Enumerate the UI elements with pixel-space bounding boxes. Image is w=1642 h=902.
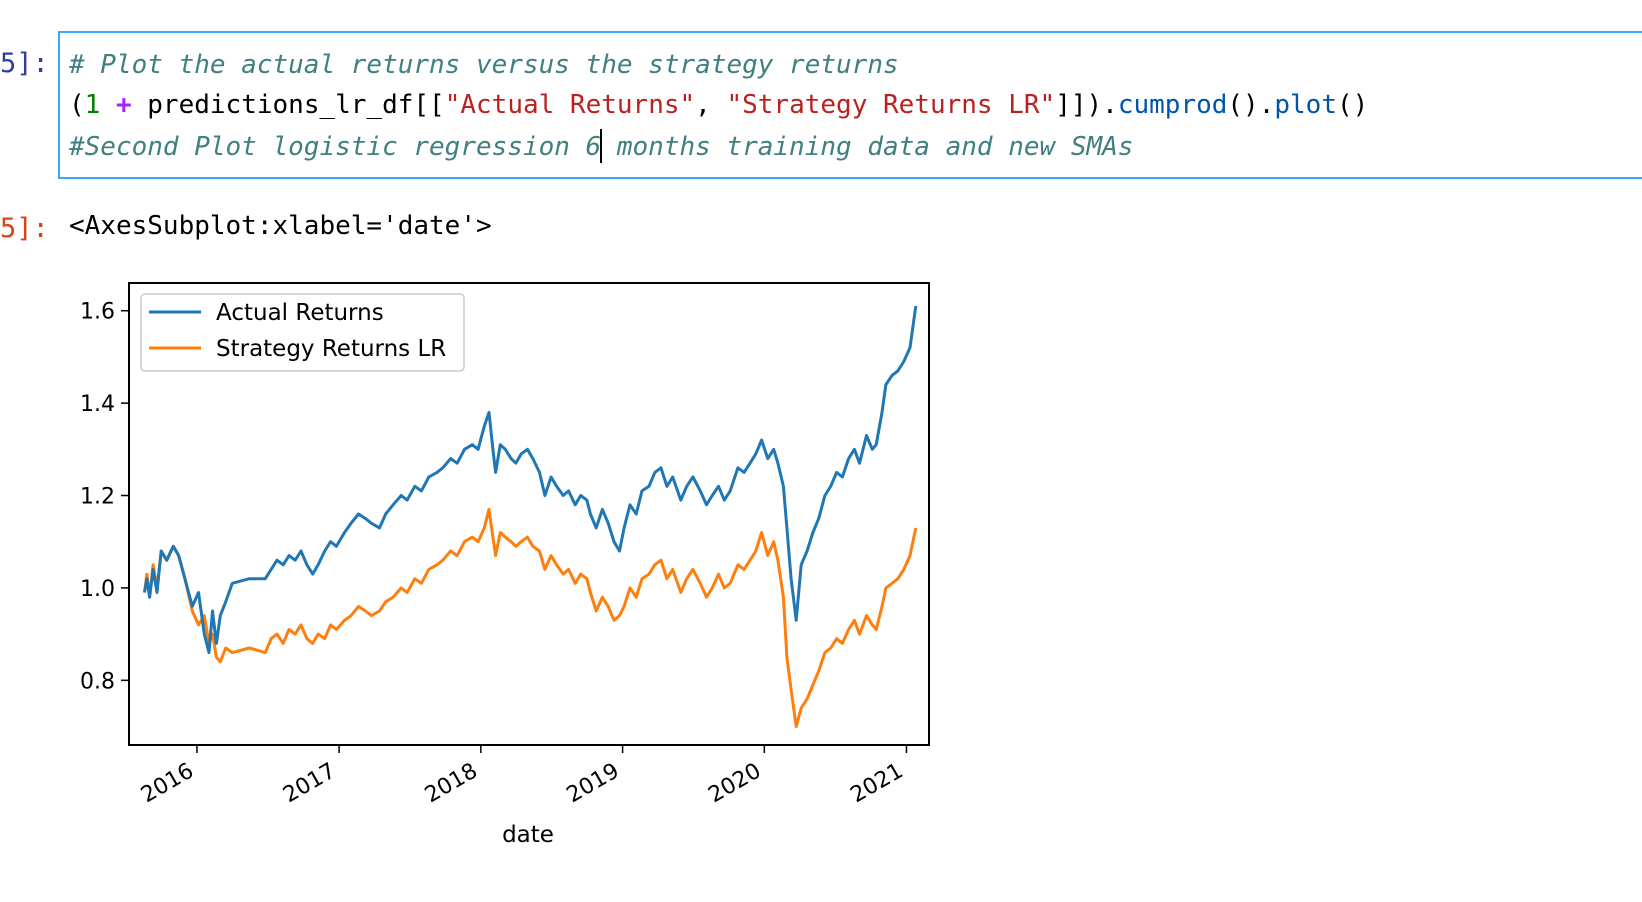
- x-tick-label: 2017: [279, 759, 340, 809]
- legend-box: [140, 293, 465, 372]
- code-line-2: (1 + predictions_lr_df[["Actual Returns"…: [69, 89, 1368, 121]
- x-tick-label: 2016: [137, 759, 198, 809]
- x-axis-label: date: [502, 822, 554, 848]
- code-function-plot: plot: [1274, 90, 1337, 120]
- code-call-dot: ().: [1227, 90, 1275, 120]
- output-repr: <AxesSubplot:xlabel='date'>: [69, 211, 492, 241]
- actual-returns-line: [143, 305, 918, 655]
- code-comment: # Plot the actual returns versus the str…: [69, 50, 899, 80]
- legend: Actual Returns Strategy Returns LR: [140, 293, 465, 372]
- output-prompt: 5]:: [0, 213, 49, 244]
- code-variable: predictions_lr_df[[: [147, 90, 445, 120]
- y-tick-label: 1.6: [80, 300, 115, 325]
- y-tick-label: 1.4: [80, 392, 115, 417]
- legend-label-actual: Actual Returns: [216, 300, 384, 326]
- code-call-end: (): [1337, 90, 1369, 120]
- y-tick-label: 1.2: [80, 485, 115, 510]
- code-string-actual: "Actual Returns": [444, 90, 696, 120]
- strategy-returns-line: [143, 507, 918, 728]
- y-tick-label: 1.0: [80, 577, 115, 602]
- x-tick-label: 2021: [846, 759, 907, 809]
- code-function-cumprod: cumprod: [1117, 90, 1228, 120]
- code-paren: (: [69, 90, 85, 120]
- code-bracket-close: ]]).: [1055, 90, 1118, 120]
- x-tick-label: 2018: [421, 759, 482, 809]
- code-cell-input[interactable]: # Plot the actual returns versus the str…: [58, 31, 1642, 179]
- code-comma: ,: [695, 90, 727, 120]
- y-tick-label: 0.8: [80, 669, 115, 694]
- code-operator: +: [115, 90, 132, 120]
- code-comment-after-cursor: months training data and new SMAs: [601, 132, 1134, 162]
- code-string-strategy: "Strategy Returns LR": [726, 90, 1056, 120]
- plot-area-frame: [128, 282, 930, 746]
- x-tick-label: 2019: [563, 759, 624, 809]
- code-line-1: # Plot the actual returns versus the str…: [69, 49, 899, 81]
- code-comment-before-cursor: #Second Plot logistic regression 6: [69, 132, 602, 162]
- x-tick-label: 2020: [704, 759, 765, 809]
- code-line-3: #Second Plot logistic regression 6 month…: [69, 129, 1133, 163]
- input-prompt: 5]:: [0, 48, 49, 79]
- legend-label-strategy: Strategy Returns LR: [216, 336, 446, 362]
- text-cursor: [600, 129, 603, 163]
- code-number: 1: [84, 90, 101, 120]
